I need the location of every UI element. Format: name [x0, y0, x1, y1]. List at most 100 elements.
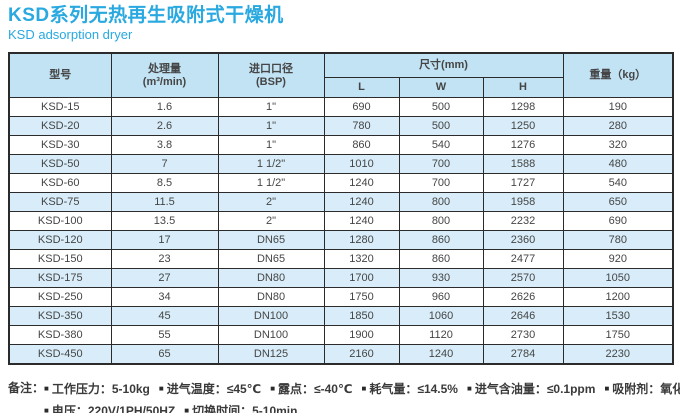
table-cell: 1 1/2": [217, 154, 325, 174]
notes-line-1: ■ 工作压力：5-10kg ■ 进气温度：≤45℃ ■ 露点：≤-40℃ ■ 耗气量：≤14.…: [44, 378, 680, 400]
table-cell: 1750: [562, 325, 674, 345]
table-cell: 1276: [482, 135, 564, 155]
table-cell: 930: [398, 268, 484, 288]
table-cell: 55: [110, 325, 219, 345]
table-cell: KSD-20: [8, 116, 112, 136]
table-cell: 960: [398, 287, 484, 307]
table-cell: 45: [110, 306, 219, 326]
table-cell: 1200: [562, 287, 674, 307]
table-row: KSD-60 8.5 1 1/2" 1240 700 1727 540: [8, 173, 674, 193]
table-cell: 480: [562, 154, 674, 174]
col-header-capacity: 处理量 (m³/min): [110, 52, 219, 98]
table-cell: 1727: [482, 173, 564, 193]
col-header-weight: 重量（kg）: [562, 52, 674, 98]
col-header-dim-w: W: [398, 77, 484, 98]
table-row: KSD-350 45 DN100 1850 1060 2646 1530: [8, 306, 674, 326]
table-cell: KSD-120: [8, 230, 112, 250]
note-item: ■吸附剂：氧化铝和分子筛: [604, 382, 680, 396]
table-cell: 690: [323, 97, 400, 117]
table-cell: 1530: [562, 306, 674, 326]
table-cell: 1060: [398, 306, 484, 326]
table-row: KSD-150 23 DN65 1320 860 2477 920: [8, 249, 674, 269]
note-item: ■ 露点：≤-40℃: [270, 382, 353, 396]
table-row: KSD-250 34 DN80 1750 960 2626 1200: [8, 287, 674, 307]
table-cell: KSD-380: [8, 325, 112, 345]
table-row: KSD-175 27 DN80 1700 930 2570 1050: [8, 268, 674, 288]
table-cell: DN80: [217, 287, 325, 307]
table-cell: KSD-250: [8, 287, 112, 307]
col-header-model: 型号: [8, 52, 112, 98]
table-row: KSD-50 7 1 1/2" 1010 700 1588 480: [8, 154, 674, 174]
table-cell: 1": [217, 116, 325, 136]
table-cell: DN65: [217, 249, 325, 269]
table-cell: 1 1/2": [217, 173, 325, 193]
notes-line-2: ■ 电压：220V/1PH/50HZ ■ 切换时间：5-10min: [44, 400, 680, 413]
table-cell: 2": [217, 211, 325, 231]
table-cell: 27: [110, 268, 219, 288]
table-cell: 700: [398, 154, 484, 174]
table-cell: 65: [110, 344, 219, 365]
table-cell: 1240: [323, 211, 400, 231]
table-cell: 2626: [482, 287, 564, 307]
table-cell: 34: [110, 287, 219, 307]
table-cell: KSD-30: [8, 135, 112, 155]
col-header-inlet-line2: (BSP): [256, 75, 286, 88]
table-cell: 1010: [323, 154, 400, 174]
notes: 备注： ■ 工作压力：5-10kg ■ 进气温度：≤45℃ ■ 露点：≤-40℃ ■ 耗气量：…: [8, 378, 680, 413]
note-item: ■ 切换时间：5-10min: [184, 404, 298, 413]
page-subtitle: KSD adsorption dryer: [8, 27, 133, 42]
bullet-icon: ■: [44, 384, 49, 393]
table-cell: 800: [398, 211, 484, 231]
table-cell: 2232: [482, 211, 564, 231]
table-cell: 1280: [323, 230, 400, 250]
table-cell: 700: [398, 173, 484, 193]
table-cell: KSD-100: [8, 211, 112, 231]
table-row: KSD-450 65 DN125 2160 1240 2784 2230: [8, 344, 674, 365]
col-header-inlet-line1: 进口口径: [249, 62, 293, 75]
table-cell: 7: [110, 154, 219, 174]
page-title: KSD系列无热再生吸附式干燥机: [8, 5, 284, 26]
table-cell: 1": [217, 135, 325, 155]
table-cell: 1850: [323, 306, 400, 326]
table-cell: 13.5: [110, 211, 219, 231]
table-cell: 1700: [323, 268, 400, 288]
table-cell: 2160: [323, 344, 400, 365]
table-cell: 2": [217, 192, 325, 212]
col-header-dimensions: 尺寸(mm): [323, 52, 564, 78]
table-cell: KSD-75: [8, 192, 112, 212]
table-row: KSD-75 11.5 2" 1240 800 1958 650: [8, 192, 674, 212]
table-cell: 1240: [323, 173, 400, 193]
table-cell: 2.6: [110, 116, 219, 136]
table-row: KSD-100 13.5 2" 1240 800 2232 690: [8, 211, 674, 231]
table-cell: 1120: [398, 325, 484, 345]
table-cell: 500: [398, 97, 484, 117]
note-item: ■ 工作压力：5-10kg: [44, 382, 150, 396]
table-cell: DN100: [217, 325, 325, 345]
table-cell: 2730: [482, 325, 564, 345]
table-cell: 1240: [398, 344, 484, 365]
spec-table: 型号 处理量 (m³/min) 进口口径 (BSP) 尺寸(mm) 重量（kg）…: [8, 52, 675, 365]
table-cell: 1250: [482, 116, 564, 136]
table-cell: 2646: [482, 306, 564, 326]
table-row: KSD-380 55 DN100 1900 1120 2730 1750: [8, 325, 674, 345]
table-cell: 2784: [482, 344, 564, 365]
table-row: KSD-120 17 DN65 1280 860 2360 780: [8, 230, 674, 250]
table-body: KSD-15 1.6 1" 690 500 1298 190 KSD-20 2.6 1" 780 50…: [8, 97, 674, 365]
table-cell: 860: [323, 135, 400, 155]
table-cell: 1240: [323, 192, 400, 212]
table-cell: 860: [398, 249, 484, 269]
table-cell: KSD-350: [8, 306, 112, 326]
table-cell: 650: [562, 192, 674, 212]
table-cell: 1958: [482, 192, 564, 212]
table-cell: 860: [398, 230, 484, 250]
table-cell: 540: [562, 173, 674, 193]
col-header-dim-h: H: [482, 77, 564, 98]
table-cell: 190: [562, 97, 674, 117]
table-cell: 1588: [482, 154, 564, 174]
table-cell: DN100: [217, 306, 325, 326]
note-item: ■ 耗气量：≤14.5%: [361, 382, 458, 396]
table-cell: 11.5: [110, 192, 219, 212]
note-item: ■ 进气温度：≤45℃: [158, 382, 262, 396]
table-cell: DN125: [217, 344, 325, 365]
